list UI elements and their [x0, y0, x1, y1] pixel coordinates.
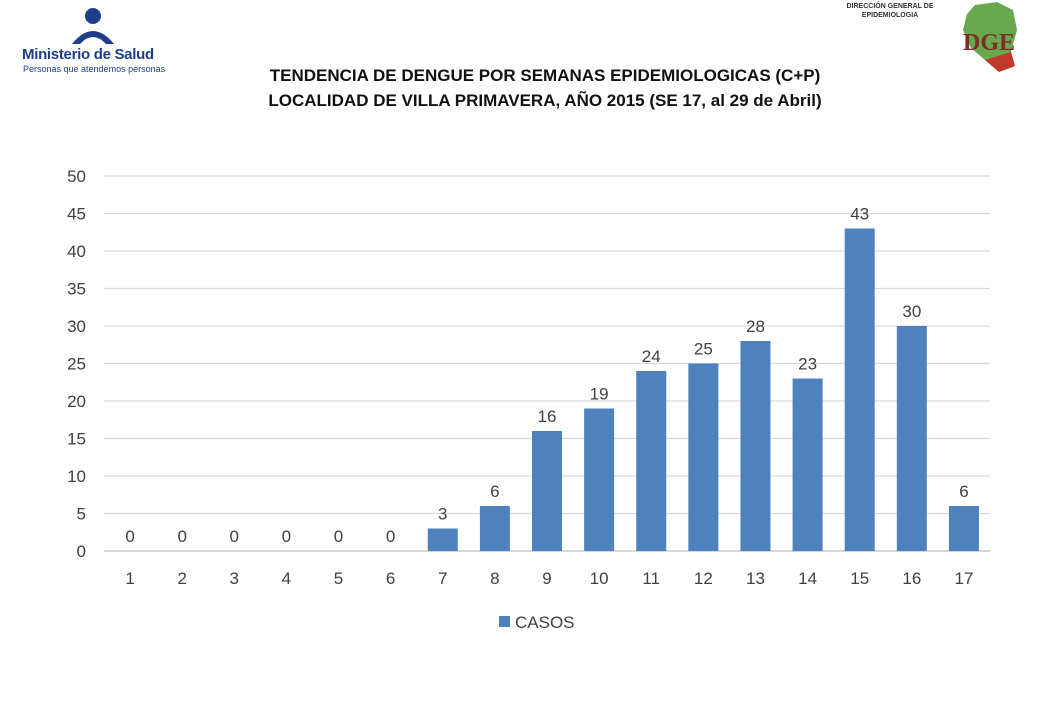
y-tick-label: 45	[67, 205, 86, 224]
bar	[427, 528, 458, 551]
legend-label: CASOS	[515, 613, 575, 632]
data-label: 3	[438, 505, 447, 524]
dge-map-logo-icon: DGE	[963, 2, 1017, 72]
x-tick-label: 4	[282, 569, 291, 588]
legend: CASOS	[499, 613, 575, 632]
bar	[584, 408, 615, 551]
bar	[688, 363, 719, 551]
y-tick-label: 25	[67, 355, 86, 374]
data-label: 16	[538, 407, 557, 426]
chart-title-line-1: TENDENCIA DE DENGUE POR SEMANAS EPIDEMIO…	[269, 66, 821, 85]
y-tick-label: 50	[67, 167, 86, 186]
data-labels: 0 0 0 0 0 0 3 6 16 19 24 25 28 23 43 30 6	[125, 205, 968, 547]
x-tick-label: 8	[490, 569, 499, 588]
x-tick-label: 7	[438, 569, 447, 588]
bar	[948, 506, 979, 551]
x-tick-label: 12	[694, 569, 713, 588]
dge-line-2: EPIDEMIOLOGIA	[861, 12, 919, 19]
x-tick-label: 3	[230, 569, 239, 588]
data-label: 0	[386, 527, 395, 546]
data-label: 0	[334, 527, 343, 546]
x-tick-label: 6	[386, 569, 395, 588]
y-tick-label: 35	[67, 280, 86, 299]
y-tick-label: 5	[77, 505, 86, 524]
legend-swatch	[499, 616, 510, 627]
org-name: Ministerio de Salud	[22, 46, 154, 63]
data-label: 30	[902, 302, 921, 321]
y-tick-label: 15	[67, 430, 86, 449]
x-tick-label: 16	[902, 569, 921, 588]
bar	[844, 228, 875, 551]
data-label: 43	[850, 205, 869, 224]
org-tagline: Personas que atendemos personas	[23, 64, 166, 74]
bar	[532, 431, 562, 551]
dge-line-1: DIRECCIÓN GENERAL DE	[846, 3, 934, 10]
bar	[740, 341, 771, 551]
dge-header: DIRECCIÓN GENERAL DE EPIDEMIOLOGIA	[820, 2, 960, 20]
data-label: 0	[282, 527, 291, 546]
data-label: 23	[798, 355, 817, 374]
x-tick-label: 5	[334, 569, 343, 588]
data-label: 24	[642, 347, 661, 366]
x-tick-label: 13	[746, 569, 765, 588]
chart-title-line-2: LOCALIDAD DE VILLA PRIMAVERA, AÑO 2015 (…	[268, 91, 822, 110]
bar	[792, 378, 823, 551]
data-label: 25	[694, 340, 713, 359]
x-tick-label: 1	[125, 569, 134, 588]
data-label: 6	[490, 482, 499, 501]
x-tick-label: 15	[850, 569, 869, 588]
dge-mark: DGE	[963, 30, 1015, 56]
y-tick-label: 40	[67, 242, 86, 261]
x-tick-label: 10	[590, 569, 609, 588]
bar	[896, 326, 927, 551]
data-label: 19	[590, 385, 609, 404]
data-label: 0	[125, 527, 134, 546]
y-tick-label: 20	[67, 392, 86, 411]
data-label: 6	[959, 482, 968, 501]
x-tick-label: 17	[954, 569, 973, 588]
bars	[427, 228, 979, 551]
ministerio-salud-logo-icon	[72, 8, 114, 44]
y-tick-label: 0	[77, 542, 86, 561]
x-tick-label: 11	[642, 569, 660, 588]
data-label: 0	[230, 527, 239, 546]
x-tick-label: 2	[177, 569, 186, 588]
y-axis-ticks: 0 5 10 15 20 25 30 35 40 45 50	[67, 167, 86, 561]
x-tick-label: 9	[542, 569, 551, 588]
y-tick-label: 30	[67, 317, 86, 336]
x-axis-ticks: 1 2 3 4 5 6 7 8 9 10 11 12 13 14 15 16 17	[125, 569, 973, 588]
bar	[479, 506, 510, 551]
data-label: 28	[746, 317, 765, 336]
x-tick-label: 14	[798, 569, 817, 588]
data-label: 0	[177, 527, 186, 546]
bar	[636, 371, 667, 551]
gridlines	[104, 175, 990, 552]
y-tick-label: 10	[67, 467, 86, 486]
